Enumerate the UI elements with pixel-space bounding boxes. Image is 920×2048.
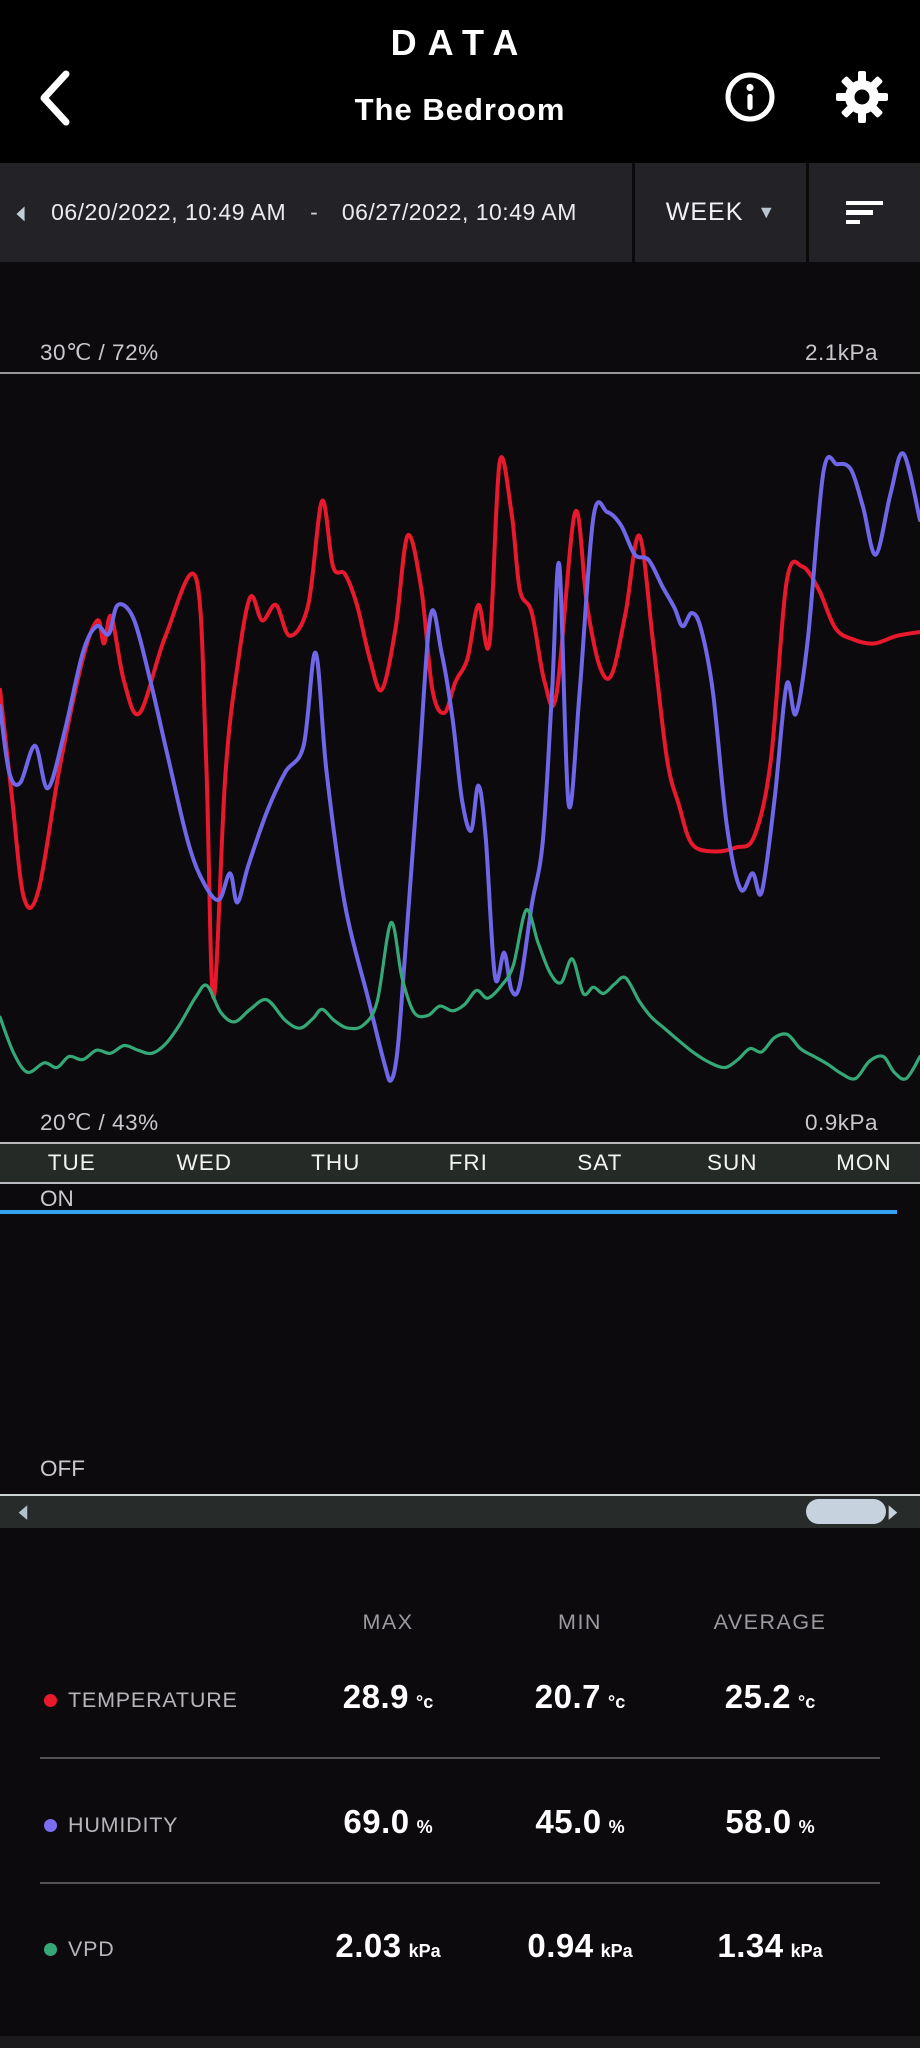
gear-icon — [836, 71, 888, 123]
back-button[interactable] — [32, 68, 76, 128]
temperature-average: 25.2 °c — [724, 1678, 816, 1715]
vpd-dot — [44, 1943, 57, 1956]
toolbar-separator — [632, 163, 635, 262]
toolbar-separator — [806, 163, 809, 262]
end-date: 06/27/2022, 10:49 AM — [341, 199, 577, 225]
sort-lines-icon — [846, 200, 883, 225]
chart-scrollbar[interactable]: ◀ ▶ — [0, 1494, 920, 1528]
day-axis: TUE WED THU FRI SAT SUN MON — [0, 1142, 920, 1184]
temperature-row-label: TEMPERATURE — [68, 1688, 238, 1712]
day-tick: SAT — [577, 1150, 623, 1175]
on-label: ON — [40, 1186, 74, 1211]
device-name: The Bedroom — [354, 92, 566, 127]
day-tick: WED — [176, 1150, 232, 1175]
date-toolbar: ◀ 06/20/2022, 10:49 AM - 06/27/2022, 10:… — [0, 163, 920, 262]
vpd-row-label: VPD — [68, 1937, 115, 1961]
vpd-average: 1.34 kPa — [717, 1927, 823, 1964]
scroll-left-icon[interactable]: ◀ — [18, 1500, 28, 1522]
column-header-max: MAX — [362, 1610, 414, 1634]
axis-top-right-label: 2.1kPa — [804, 340, 878, 365]
info-icon — [725, 72, 775, 122]
day-tick: THU — [311, 1150, 361, 1175]
scroll-right-icon[interactable]: ▶ — [888, 1500, 898, 1522]
humidity-max: 69.0% — [343, 1803, 433, 1840]
temperature-line — [0, 455, 920, 1000]
scrollbar-thumb[interactable] — [806, 1499, 886, 1524]
day-tick: MON — [836, 1150, 892, 1175]
temperature-dot — [44, 1694, 57, 1707]
humidity-dot — [44, 1819, 57, 1832]
day-tick: SUN — [707, 1150, 758, 1175]
start-date: 06/20/2022, 10:49 AM — [51, 199, 287, 225]
humidity-min: 45.0% — [535, 1803, 625, 1840]
sort-button[interactable] — [809, 163, 920, 262]
axis-bottom-left-label: 20℃ / 43% — [40, 1110, 159, 1135]
info-button[interactable] — [724, 71, 776, 123]
range-dropdown-value: WEEK — [665, 198, 744, 226]
column-header-min: MIN — [558, 1610, 602, 1634]
home-indicator-bar — [0, 2036, 920, 2048]
chart-lines — [0, 451, 920, 1083]
vpd-max: 2.03 kPa — [335, 1927, 441, 1964]
settings-button[interactable] — [834, 69, 890, 125]
day-tick: FRI — [448, 1150, 488, 1175]
vpd-line — [0, 908, 920, 1081]
temperature-max: 28.9 °c — [342, 1678, 434, 1715]
header: DATA The Bedroom — [0, 0, 920, 163]
off-label: OFF — [40, 1456, 85, 1481]
temperature-min: 20.7 °c — [534, 1678, 626, 1715]
row-divider — [40, 1757, 880, 1759]
vpd-min: 0.94 kPa — [527, 1927, 633, 1964]
range-dropdown[interactable]: WEEK ▼ — [635, 163, 806, 262]
humidity-row-label: HUMIDITY — [68, 1813, 179, 1837]
date-range-picker[interactable]: ◀ 06/20/2022, 10:49 AM - 06/27/2022, 10:… — [14, 163, 577, 262]
row-divider — [40, 1882, 880, 1884]
page-title: DATA — [390, 22, 530, 63]
power-state-line — [0, 1210, 897, 1214]
chevron-down-icon: ▼ — [757, 202, 776, 222]
column-header-average: AVERAGE — [713, 1610, 827, 1634]
humidity-line — [0, 451, 920, 1083]
axis-bottom-right-label: 0.9kPa — [804, 1110, 878, 1135]
date-range-dash: - — [310, 199, 318, 225]
axis-top-left-label: 30℃ / 72% — [40, 340, 159, 365]
day-tick: TUE — [47, 1150, 96, 1175]
chevron-left-icon — [40, 70, 70, 126]
humidity-average: 58.0% — [725, 1803, 815, 1840]
sensor-chart — [0, 372, 920, 1144]
prev-period-icon[interactable]: ◀ — [16, 201, 25, 223]
